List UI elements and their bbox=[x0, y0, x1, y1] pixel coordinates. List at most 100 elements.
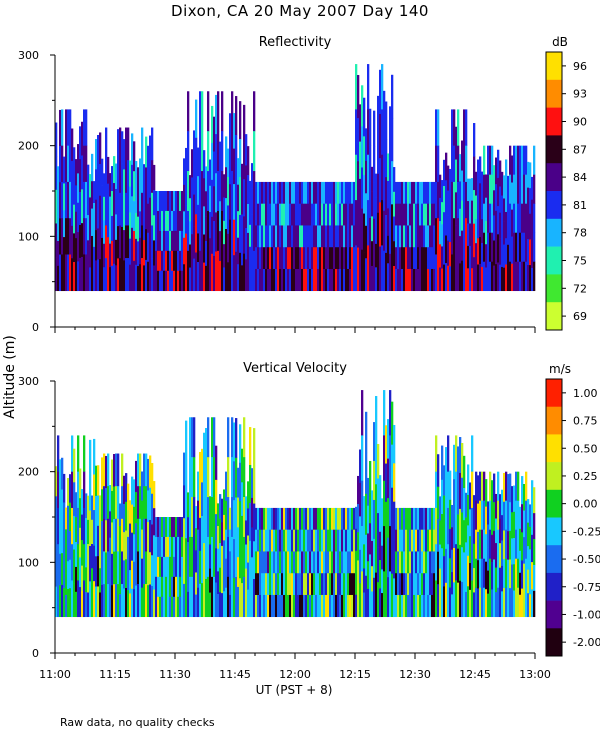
heatmap-cell bbox=[79, 557, 82, 588]
heatmap-cell bbox=[215, 94, 218, 135]
heatmap-cell bbox=[403, 573, 406, 596]
heatmap-cell bbox=[259, 268, 262, 292]
heatmap-cell bbox=[193, 457, 196, 498]
heatmap-cell bbox=[513, 538, 516, 565]
heatmap-cell bbox=[109, 196, 112, 221]
heatmap-cell bbox=[163, 517, 166, 538]
heatmap-cell bbox=[457, 582, 460, 618]
heatmap-cell bbox=[209, 159, 212, 187]
heatmap-cell bbox=[169, 191, 172, 212]
heatmap-cell bbox=[497, 149, 500, 179]
heatmap-cell bbox=[67, 254, 70, 292]
heatmap-cell bbox=[371, 566, 374, 592]
heatmap-cell bbox=[315, 551, 318, 574]
heatmap-cell bbox=[445, 207, 448, 236]
heatmap-cell bbox=[133, 201, 136, 232]
heatmap-cell bbox=[201, 91, 204, 132]
heatmap-cell bbox=[137, 266, 140, 292]
heatmap-cell bbox=[245, 259, 248, 292]
heatmap-cell bbox=[191, 205, 194, 235]
heatmap-cell bbox=[201, 448, 204, 483]
heatmap-cell bbox=[179, 536, 182, 558]
heatmap-cell bbox=[59, 218, 62, 255]
heatmap-cell bbox=[379, 113, 382, 159]
heatmap-cell bbox=[169, 556, 172, 578]
heatmap-cell bbox=[331, 529, 334, 552]
heatmap-cell bbox=[131, 588, 134, 618]
heatmap-cell bbox=[153, 481, 156, 509]
heatmap-cell bbox=[185, 176, 188, 206]
heatmap-cell bbox=[453, 181, 456, 219]
heatmap-cell bbox=[531, 245, 534, 269]
heatmap-cell bbox=[531, 507, 534, 536]
heatmap-cell bbox=[341, 529, 344, 552]
heatmap-cell bbox=[525, 232, 528, 263]
heatmap-cell bbox=[529, 162, 532, 189]
heatmap-cell bbox=[135, 264, 138, 292]
heatmap-cell bbox=[471, 544, 474, 581]
heatmap-cell bbox=[443, 586, 446, 618]
heatmap-cell bbox=[217, 594, 220, 618]
heatmap-cell bbox=[143, 584, 146, 618]
heatmap-cell bbox=[295, 551, 298, 574]
heatmap-cell bbox=[193, 497, 196, 538]
heatmap-cell bbox=[295, 268, 298, 292]
heatmap-cell bbox=[513, 485, 516, 513]
heatmap-cell bbox=[465, 492, 468, 518]
heatmap-cell bbox=[289, 247, 292, 270]
heatmap-cell bbox=[247, 175, 250, 205]
heatmap-cell bbox=[425, 507, 428, 530]
heatmap-cell bbox=[167, 556, 170, 578]
heatmap-cell bbox=[473, 543, 476, 569]
heatmap-cell bbox=[279, 225, 282, 248]
heatmap-cell bbox=[383, 210, 386, 252]
heatmap-cell bbox=[341, 594, 344, 618]
heatmap-cell bbox=[237, 211, 240, 238]
heatmap-cell bbox=[151, 555, 154, 587]
heatmap-cell bbox=[139, 584, 142, 618]
heatmap-cell bbox=[197, 262, 200, 292]
heatmap-cell bbox=[521, 588, 524, 618]
heatmap-cell bbox=[277, 573, 280, 596]
heatmap-cell bbox=[237, 557, 240, 588]
heatmap-cell bbox=[183, 211, 186, 239]
heatmap-cell bbox=[125, 530, 128, 560]
heatmap-cell bbox=[487, 570, 490, 594]
heatmap-cell bbox=[475, 171, 478, 196]
heatmap-cell bbox=[205, 191, 208, 217]
heatmap-cell bbox=[55, 496, 58, 527]
heatmap-cell bbox=[159, 596, 162, 618]
heatmap-cell bbox=[405, 247, 408, 270]
heatmap-cell bbox=[297, 594, 300, 618]
heatmap-cell bbox=[277, 203, 280, 226]
heatmap-cell bbox=[403, 225, 406, 248]
heatmap-cell bbox=[239, 501, 242, 541]
heatmap-cell bbox=[273, 268, 276, 292]
heatmap-cell bbox=[383, 130, 386, 172]
heatmap-cell bbox=[315, 247, 318, 270]
heatmap-cell bbox=[521, 504, 524, 533]
heatmap-cell bbox=[409, 247, 412, 270]
heatmap-cell bbox=[529, 504, 532, 528]
heatmap-cell bbox=[373, 110, 376, 147]
heatmap-cell bbox=[533, 174, 536, 204]
heatmap-cell bbox=[491, 174, 494, 204]
heatmap-cell bbox=[435, 507, 438, 545]
heatmap-cell bbox=[243, 536, 246, 578]
heatmap-cell bbox=[337, 529, 340, 552]
heatmap-cell bbox=[397, 507, 400, 530]
heatmap-cell bbox=[405, 594, 408, 618]
heatmap-cell bbox=[375, 243, 378, 268]
heatmap-cell bbox=[495, 518, 498, 544]
heatmap-cell bbox=[105, 160, 108, 194]
heatmap-cell bbox=[455, 507, 458, 545]
heatmap-cell bbox=[447, 215, 450, 241]
heatmap-cell bbox=[279, 507, 282, 530]
heatmap-cell bbox=[531, 222, 534, 246]
heatmap-cell bbox=[479, 156, 482, 184]
heatmap-cell bbox=[77, 232, 80, 262]
heatmap-cell bbox=[349, 551, 352, 574]
heatmap-cell bbox=[441, 180, 444, 203]
heatmap-cell bbox=[85, 181, 88, 219]
